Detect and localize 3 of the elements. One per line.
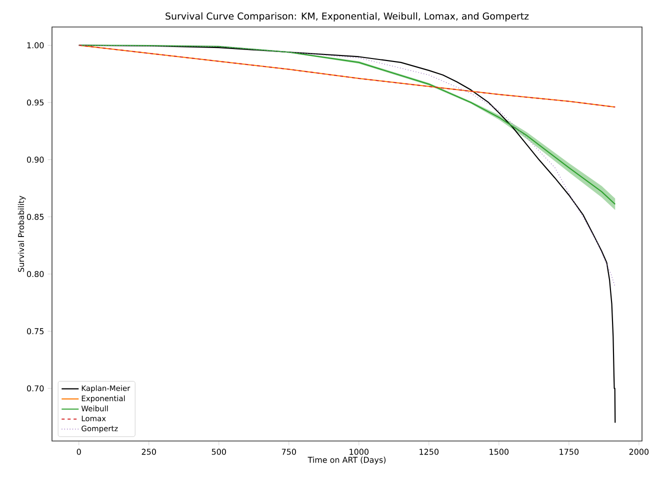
chart-title: Survival Curve Comparison: KM, Exponential, Weibull, Lomax, and Gompertz <box>166 12 529 22</box>
line-series <box>78 44 616 287</box>
line-series <box>78 44 616 108</box>
